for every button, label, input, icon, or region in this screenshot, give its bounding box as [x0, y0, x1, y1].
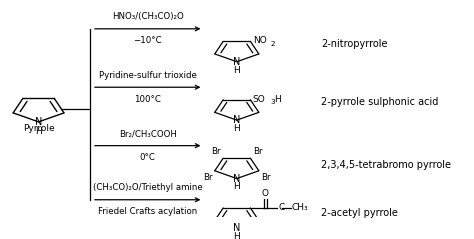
Text: Pyrrole: Pyrrole: [23, 125, 55, 134]
Text: H: H: [233, 232, 240, 239]
Text: N: N: [35, 117, 42, 127]
Text: NO: NO: [253, 36, 266, 45]
Text: 3: 3: [270, 99, 274, 105]
Text: 2: 2: [271, 41, 275, 47]
Text: Pyridine-sulfur trioxide: Pyridine-sulfur trioxide: [99, 71, 197, 80]
Text: CH₃: CH₃: [292, 203, 308, 212]
Text: H: H: [35, 127, 42, 136]
Text: 0°C: 0°C: [140, 153, 155, 162]
Text: (CH₃CO)₂O/Triethyl amine: (CH₃CO)₂O/Triethyl amine: [93, 183, 202, 192]
Text: Br: Br: [261, 173, 271, 182]
Text: −10°C: −10°C: [133, 36, 162, 45]
Text: N: N: [233, 174, 240, 184]
Text: Br₂/CH₃COOH: Br₂/CH₃COOH: [119, 129, 177, 138]
Text: 2,3,4,5-tetrabromo pyrrole: 2,3,4,5-tetrabromo pyrrole: [321, 160, 451, 170]
Text: O: O: [262, 189, 269, 198]
Text: H: H: [233, 124, 240, 133]
Text: C: C: [278, 203, 284, 212]
Text: H: H: [274, 95, 281, 104]
Text: 2-pyrrole sulphonic acid: 2-pyrrole sulphonic acid: [321, 97, 439, 107]
Text: Friedel Crafts acylation: Friedel Crafts acylation: [98, 207, 197, 216]
Text: N: N: [233, 223, 240, 233]
Text: N: N: [233, 115, 240, 125]
Text: 2-nitropyrrole: 2-nitropyrrole: [321, 39, 388, 49]
Text: H: H: [233, 183, 240, 191]
Text: N: N: [233, 57, 240, 67]
Text: 100°C: 100°C: [134, 95, 161, 104]
Text: 2-acetyl pyrrole: 2-acetyl pyrrole: [321, 208, 398, 218]
Text: Br: Br: [211, 147, 221, 156]
Text: SO: SO: [253, 95, 265, 104]
Text: H: H: [233, 66, 240, 75]
Text: HNO₃/(CH₃CO)₂O: HNO₃/(CH₃CO)₂O: [112, 12, 183, 21]
Text: Br: Br: [253, 147, 262, 156]
Text: Br: Br: [203, 173, 212, 182]
